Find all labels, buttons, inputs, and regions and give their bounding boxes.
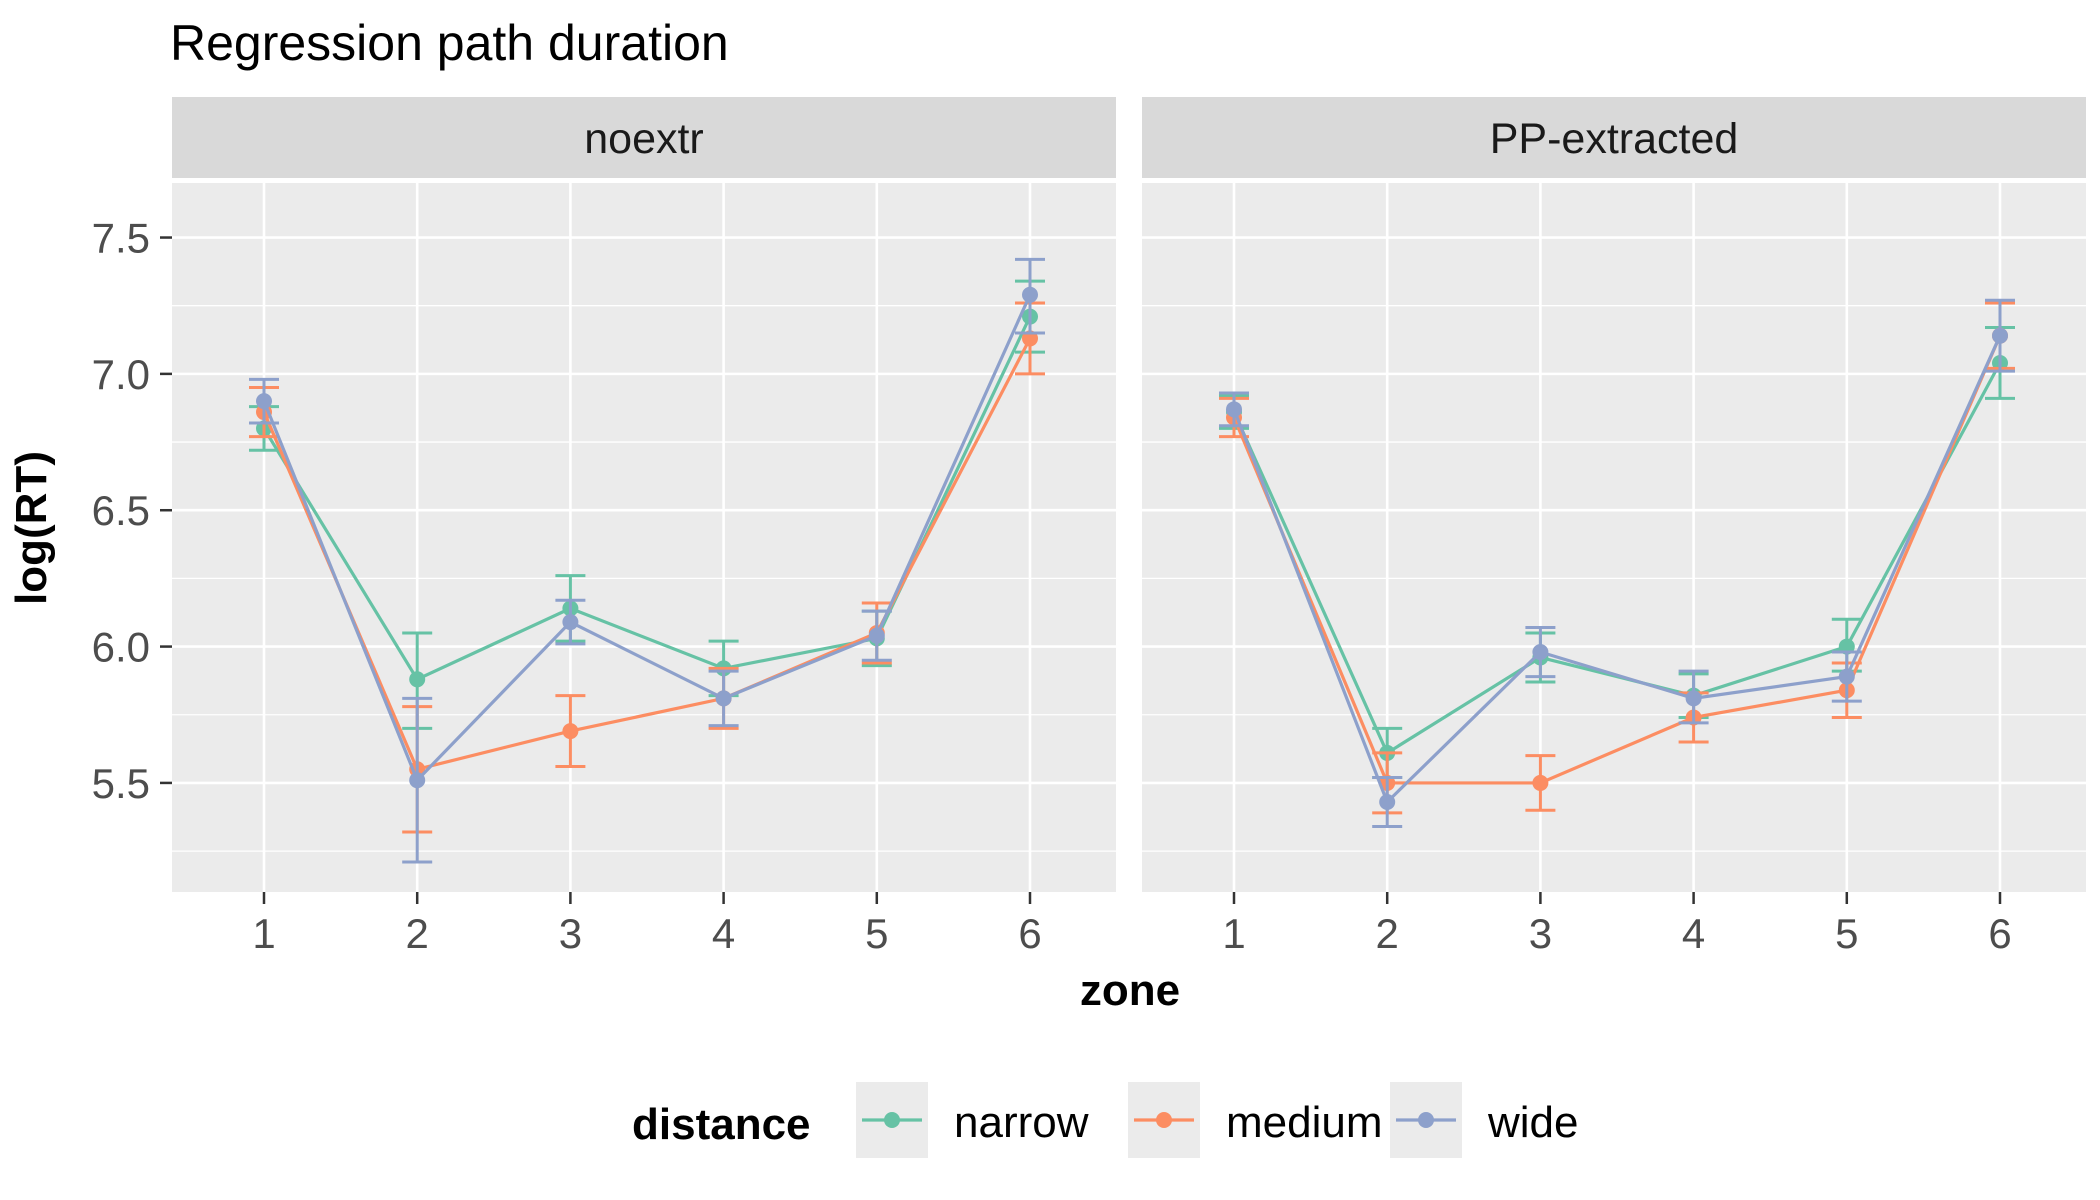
facet-strip: [1142, 97, 2086, 178]
data-point: [1992, 327, 2008, 344]
data-point: [562, 614, 579, 631]
series-line: [262, 337, 1032, 772]
legend-item-medium: medium: [1128, 1082, 1383, 1158]
panel-background: [1142, 183, 2086, 892]
series-line: [1232, 335, 2002, 805]
data-point: [868, 627, 885, 644]
legend-key-point: [884, 1112, 900, 1128]
chart-title: Regression path duration: [170, 15, 729, 71]
x-tick-label: 6: [1018, 910, 1041, 957]
data-point: [1685, 690, 1702, 707]
legend-title: distance: [632, 1100, 811, 1149]
y-axis-title: log(RT): [7, 451, 56, 605]
data-point: [562, 723, 579, 740]
series-line: [262, 294, 1032, 784]
x-tick-label: 2: [406, 910, 429, 957]
y-tick-label: 7.5: [92, 215, 150, 262]
x-tick-label: 4: [712, 910, 735, 957]
legend-label: narrow: [954, 1098, 1089, 1147]
facet-strip-label: noextr: [584, 115, 704, 163]
x-tick-label: 5: [865, 910, 888, 957]
series-wide: [249, 257, 1045, 864]
y-tick-label: 5.5: [92, 760, 150, 807]
facet-strip-label: PP-extracted: [1490, 115, 1739, 163]
y-tick-label: 7.0: [92, 351, 150, 398]
legend-label: medium: [1226, 1098, 1383, 1147]
x-tick-label: 3: [559, 910, 582, 957]
series-wide: [1219, 298, 2015, 829]
facet-strip: [172, 97, 1116, 178]
y-tick-label: 6.0: [92, 624, 150, 671]
y-tick-label: 6.5: [92, 487, 150, 534]
legend: distance narrow medium wide: [632, 1082, 1579, 1158]
data-point: [1022, 286, 1038, 303]
facet-panel-0: noextr 1 2 3 4 5 6: [172, 97, 1116, 957]
data-point: [1379, 794, 1396, 811]
data-point: [409, 671, 426, 688]
x-tick-label: 5: [1835, 910, 1858, 957]
x-tick-label: 1: [1222, 910, 1245, 957]
legend-key-point: [1156, 1112, 1172, 1128]
x-tick-label: 4: [1682, 910, 1705, 957]
data-point: [1226, 401, 1242, 418]
panel-background: [172, 183, 1116, 892]
data-point: [256, 393, 272, 410]
panels: 5.5 6.0 6.5 7.0 7.5 noextr 1 2 3 4 5 6 PP-extracted 1…: [92, 97, 2086, 957]
facet-panel-1: PP-extracted 1 2 3 4 5 6: [1142, 97, 2086, 957]
legend-item-narrow: narrow: [856, 1082, 1089, 1158]
legend-key-point: [1418, 1112, 1434, 1128]
legend-items: narrow medium wide: [856, 1082, 1579, 1158]
data-point: [1532, 644, 1549, 661]
data-point: [1532, 774, 1549, 791]
x-tick-label: 6: [1988, 910, 2011, 957]
x-axis-title: zone: [1080, 966, 1180, 1015]
legend-label: wide: [1487, 1098, 1579, 1147]
data-point: [409, 772, 426, 789]
x-tick-label: 2: [1376, 910, 1399, 957]
data-point: [1838, 668, 1855, 685]
data-point: [715, 690, 732, 707]
x-tick-label: 1: [252, 910, 275, 957]
series-line: [1232, 335, 2002, 785]
legend-item-wide: wide: [1390, 1082, 1579, 1158]
x-tick-label: 3: [1529, 910, 1552, 957]
